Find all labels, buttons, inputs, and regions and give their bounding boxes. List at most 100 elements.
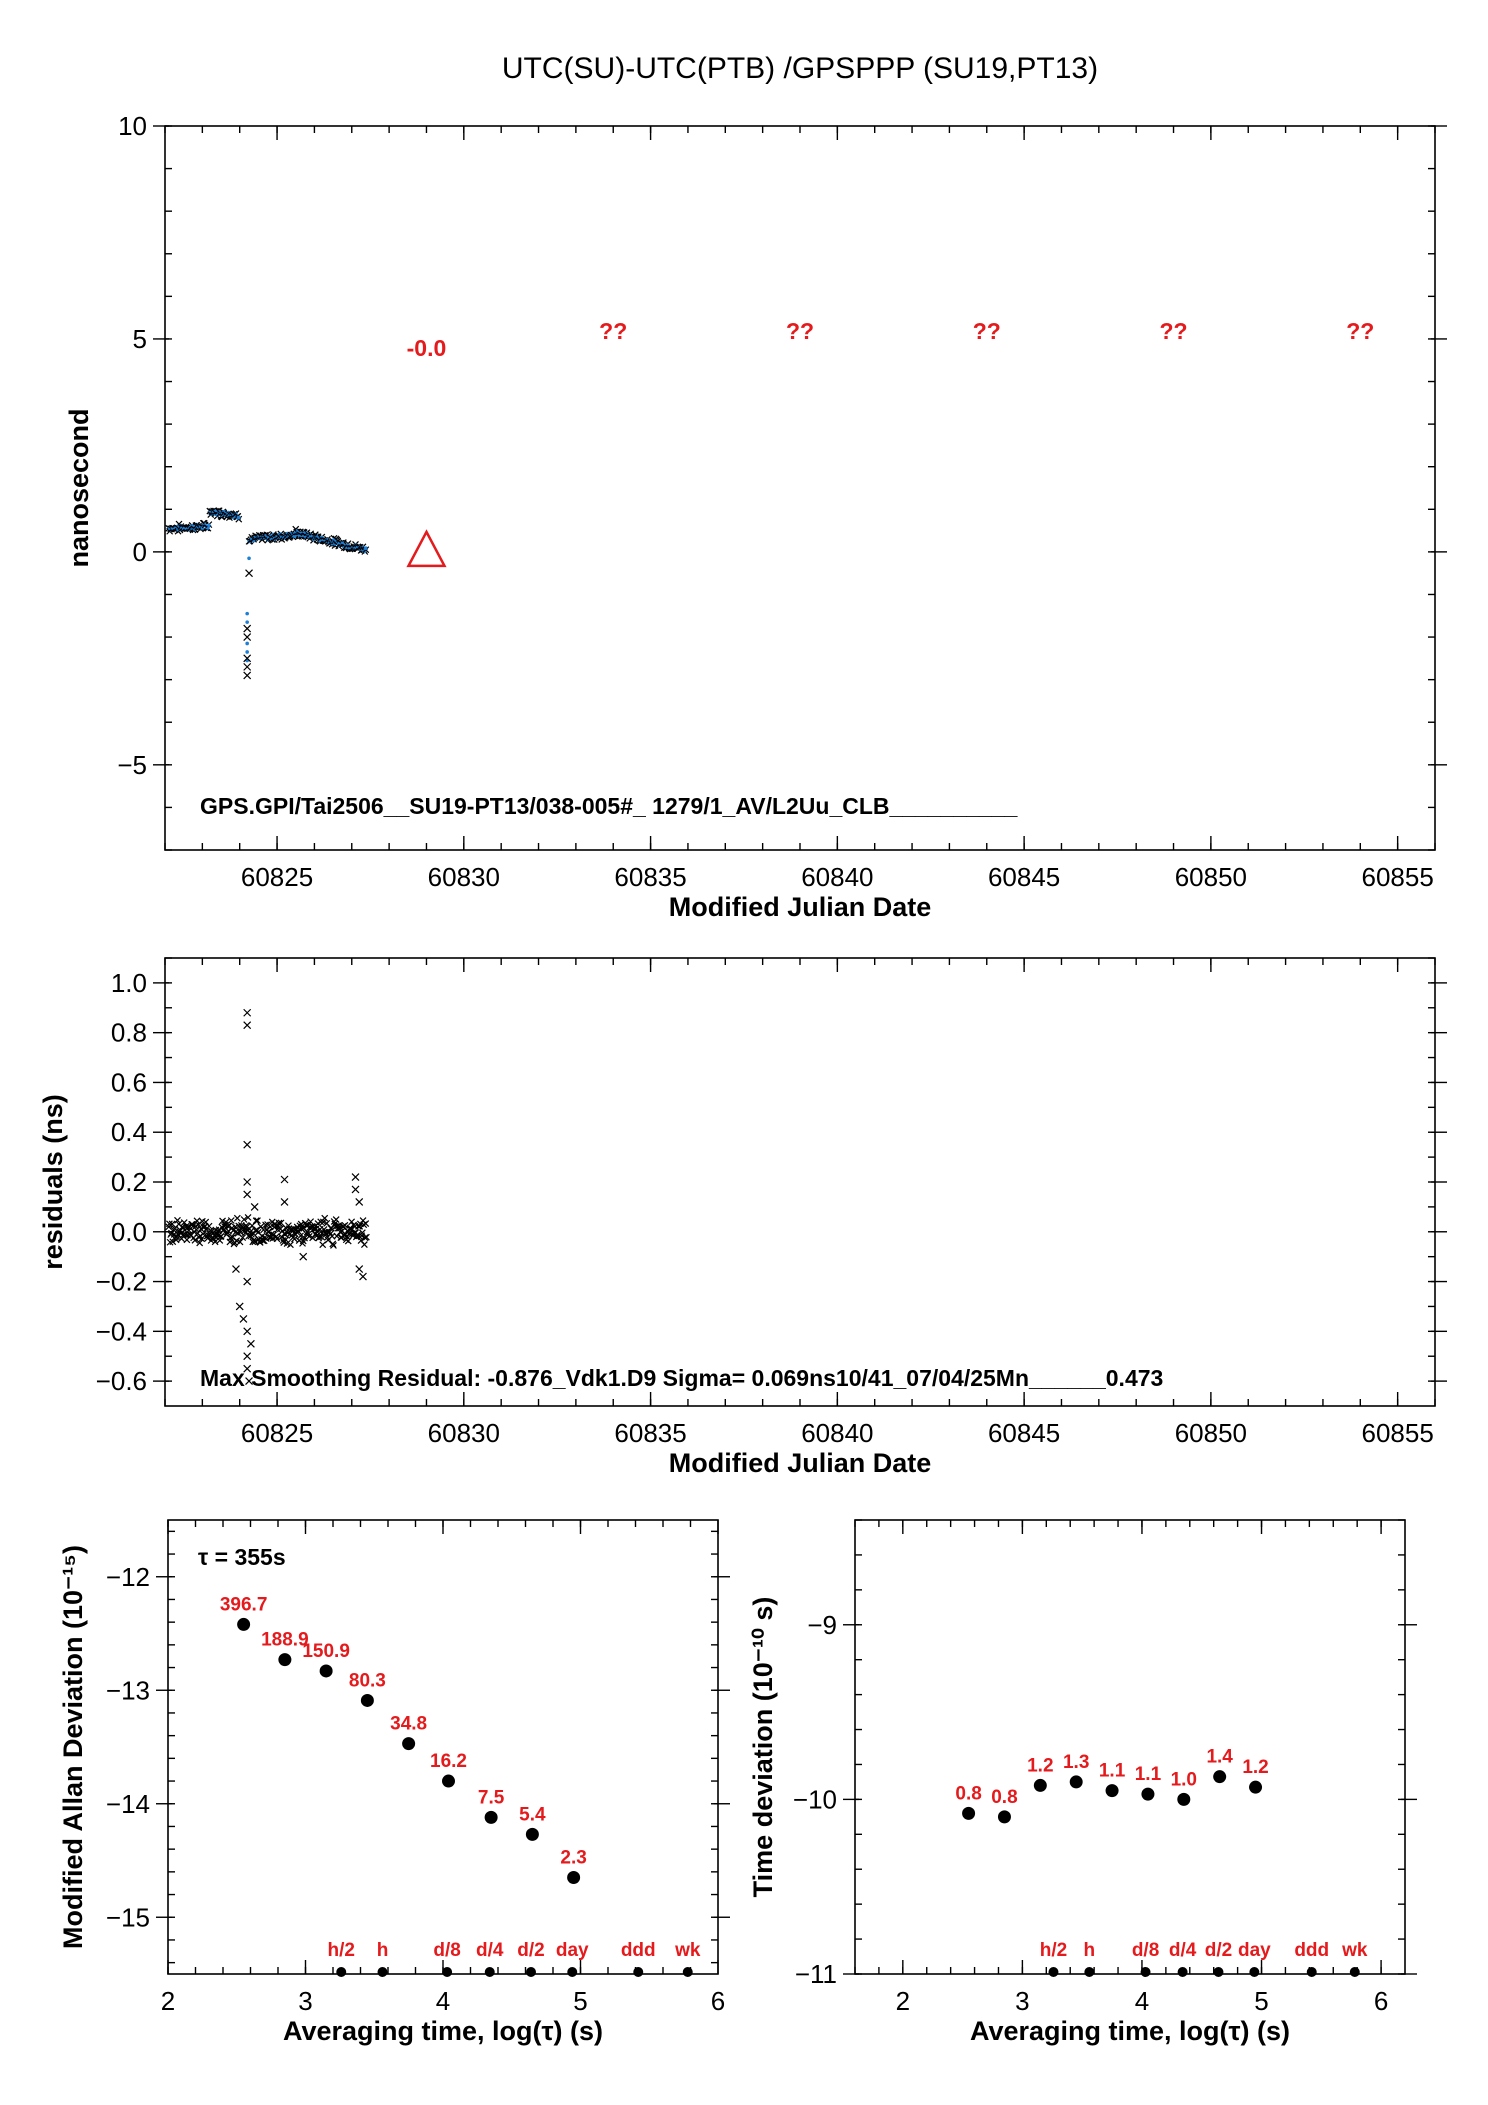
residual-outlier [280, 1175, 289, 1184]
timeseries-xtick-label: 60830 [428, 862, 500, 892]
timeseries-xlabel: Modified Julian Date [669, 892, 932, 922]
tdev-point-label: 1.0 [1171, 1769, 1197, 1790]
timeseries-outlier-smoothed [245, 641, 249, 646]
mdev-point-label: 16.2 [430, 1751, 467, 1772]
residual-point [168, 1220, 176, 1228]
timeseries-frame [164, 125, 1436, 851]
mdev-ytick-label: −15 [106, 1902, 150, 1932]
tdev-point-label: 1.4 [1206, 1747, 1233, 1768]
residual-outlier [355, 1265, 364, 1274]
residual-point [174, 1216, 181, 1224]
residual-point [227, 1234, 235, 1242]
mdev-point [525, 1827, 539, 1841]
residuals-xtick-label: 60835 [614, 1418, 686, 1448]
timeseries-outlier [243, 654, 252, 663]
mdev-point [567, 1871, 581, 1885]
residuals-axes: 60825 60830 60835 60840 60845 60850 60855 −0.6 −… [38, 957, 1447, 1478]
rate-label: -0.0 [407, 335, 447, 361]
residuals-ytick-label: 0.2 [111, 1167, 147, 1197]
residual-point [362, 1220, 370, 1227]
mdev-tau-label: d/2 [517, 1940, 544, 1961]
tdev-tau-label: day [1238, 1940, 1271, 1961]
residual-outlier [243, 1190, 252, 1199]
residual-point [268, 1230, 276, 1238]
residuals-ytick-label: −0.2 [96, 1267, 147, 1297]
timeseries-axes: 60825 60830 60835 60840 60845 60850 60855 −5 0 5 1… [64, 111, 1447, 922]
residual-point [223, 1231, 230, 1238]
residual-point [169, 1238, 177, 1246]
residual-outlier [243, 1178, 252, 1186]
residual-point [239, 1234, 247, 1242]
residual-outlier [235, 1302, 244, 1311]
residual-outlier [245, 1377, 253, 1386]
tdev-tau-label: h [1084, 1940, 1096, 1961]
residual-outlier [246, 1339, 255, 1348]
residual-point [193, 1217, 201, 1225]
timeseries-ytick-label: 5 [133, 324, 147, 354]
residuals-frame [164, 957, 1436, 1407]
residual-point [309, 1234, 317, 1242]
tdev-tau-label: h/2 [1040, 1940, 1067, 1961]
mdev-tau-marker [442, 1967, 453, 1977]
tdev-point-label: 1.1 [1135, 1764, 1162, 1785]
tdev-xtick-label: 6 [1374, 1986, 1388, 2016]
residual-point [273, 1235, 281, 1243]
residuals-ytick-label: −0.4 [96, 1316, 147, 1346]
mdev-point [484, 1810, 498, 1824]
timeseries-xtick-label: 60840 [801, 862, 873, 892]
mdev-point-label: 5.4 [519, 1804, 546, 1825]
mdev-frame [167, 1519, 719, 1975]
tdev-tau-marker [1249, 1967, 1260, 1977]
residuals-xtick-label: 60855 [1361, 1418, 1433, 1448]
mdev-point-label: 2.3 [560, 1848, 586, 1869]
mdev-point-label: 188.9 [261, 1630, 309, 1651]
residual-point [348, 1218, 356, 1226]
residual-point [165, 1220, 173, 1228]
residual-point [236, 1238, 244, 1246]
tdev-point [1069, 1775, 1083, 1789]
tdev-point-label: 1.3 [1063, 1752, 1089, 1773]
residuals-xtick-label: 60840 [801, 1418, 873, 1448]
mdev-point [319, 1664, 333, 1678]
tdev-point-label: 1.1 [1099, 1761, 1126, 1782]
residual-point [227, 1217, 235, 1224]
residual-point [328, 1224, 335, 1232]
mdev-point-label: 7.5 [478, 1787, 505, 1808]
tdev-tau-label: d/4 [1169, 1940, 1197, 1961]
mdev-point-label: 80.3 [349, 1670, 386, 1691]
timeseries-xtick-label: 60825 [241, 862, 313, 892]
residuals-ytick-label: 0.0 [111, 1217, 147, 1247]
tdev-point [1141, 1787, 1155, 1801]
residual-outlier [359, 1272, 367, 1281]
residual-outlier [243, 1327, 252, 1336]
mdev-point [237, 1617, 251, 1631]
tdev-tau-marker [1177, 1967, 1188, 1977]
residual-point [233, 1214, 241, 1222]
mdev-tau-label: day [556, 1940, 589, 1961]
residuals-xtick-label: 60825 [241, 1418, 313, 1448]
timeseries-smoothed-point [236, 515, 241, 520]
tdev-point [997, 1810, 1011, 1824]
mdev-point [278, 1653, 292, 1667]
tdev-ytick-label: −11 [795, 1959, 837, 1989]
tdev-xlabel: Averaging time, log(τ) (s) [970, 2016, 1290, 2046]
mdev-tau-marker [633, 1967, 644, 1977]
mdev-tau-label: d/4 [476, 1940, 504, 1961]
tdev-ytick-label: −9 [807, 1610, 837, 1640]
residual-point [356, 1222, 364, 1230]
mdev-xtick-label: 2 [161, 1986, 175, 2016]
tdev-xtick-label: 2 [896, 1986, 910, 2016]
residual-outlier [243, 1008, 252, 1017]
residual-point [188, 1220, 196, 1228]
residuals-ytick-label: −0.6 [96, 1366, 147, 1396]
mdev-xtick-label: 4 [436, 1986, 450, 2016]
timeseries-xtick-label: 60855 [1361, 862, 1433, 892]
timeseries-xtick-label: 60835 [614, 862, 686, 892]
timeseries-outlier [243, 624, 252, 633]
timeseries-xtick-label: 60845 [988, 862, 1060, 892]
tdev-xtick-label: 5 [1254, 1986, 1268, 2016]
residual-info-text: Max Smoothing Residual: -0.876_Vdk1.D9 S… [200, 1365, 1163, 1391]
residual-point [360, 1241, 368, 1248]
